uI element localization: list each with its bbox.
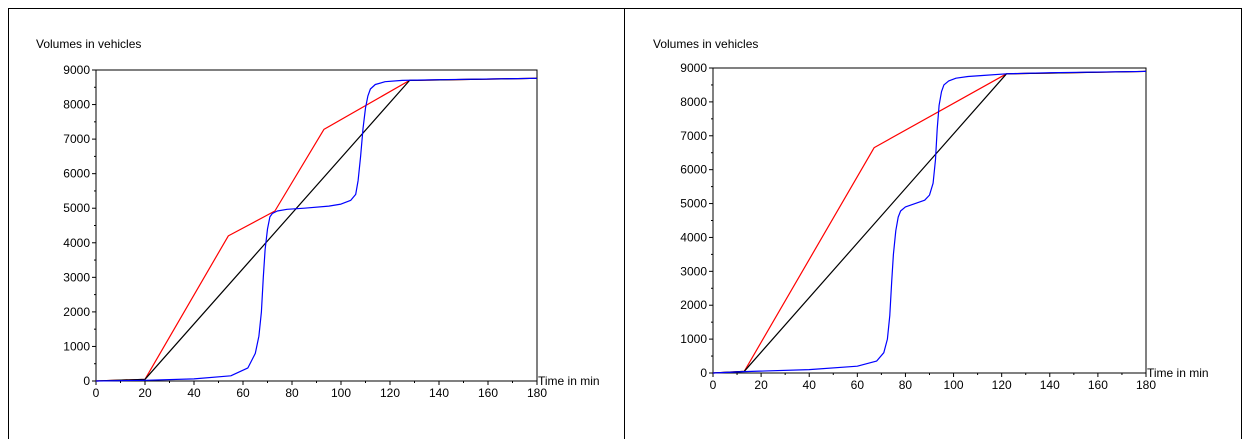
chart-1-xtick-label: 40 <box>187 386 201 400</box>
chart-1-ytick-label: 4000 <box>63 236 90 250</box>
chart-1-red-series-line <box>95 77 538 382</box>
chart-1-plot-frame <box>95 69 538 382</box>
chart-1-ytick-label: 7000 <box>63 132 90 146</box>
chart-1-xtick-label: 60 <box>236 386 250 400</box>
chart-2-ytick-label: 8000 <box>680 95 707 109</box>
chart-1-black-series-line <box>95 77 538 382</box>
chart-2-xtick-label: 80 <box>899 378 913 392</box>
chart-1-ytick-label: 2000 <box>63 305 90 319</box>
chart-2-ytick-label: 3000 <box>680 264 707 278</box>
chart-2-xtick-label: 20 <box>754 378 768 392</box>
chart-2-ytick-label: 1000 <box>680 332 707 346</box>
chart-1-xtick-label: 120 <box>380 386 400 400</box>
chart-2-xtick-label: 0 <box>710 378 717 392</box>
chart-2-xtick-label: 160 <box>1088 378 1108 392</box>
chart-2-xtick-label: 60 <box>851 378 865 392</box>
chart-1-ytick-label: 3000 <box>63 270 90 284</box>
chart-2-ytick-label: 4000 <box>680 230 707 244</box>
chart-1-xtick-label: 0 <box>93 386 100 400</box>
chart-2-ytick-label: 0 <box>700 366 707 380</box>
chart-2-plot-frame <box>712 67 1147 374</box>
chart-1-blue-series-line <box>95 77 538 382</box>
chart-1-ytick-label: 6000 <box>63 167 90 181</box>
chart-2-ytick-label: 2000 <box>680 298 707 312</box>
chart-2-ytick-label: 7000 <box>680 129 707 143</box>
chart-2-xtick-label: 120 <box>992 378 1012 392</box>
chart-1-xtick-label: 140 <box>429 386 449 400</box>
chart-2-xlabel: Time in min <box>1147 366 1209 380</box>
chart-2-xtick-label: 100 <box>944 378 964 392</box>
chart-1-ytick-label: 8000 <box>63 98 90 112</box>
chart-1-xtick-label: 100 <box>331 386 351 400</box>
chart-2-xtick-label: 140 <box>1040 378 1060 392</box>
chart-2-blue-series-line <box>712 70 1147 374</box>
figure-frame <box>8 8 1242 439</box>
chart-1-xtick-label: 80 <box>285 386 299 400</box>
chart-1-xtick-label: 180 <box>527 386 547 400</box>
chart-1-xlabel: Time in min <box>538 374 600 388</box>
chart-1-xtick-label: 160 <box>478 386 498 400</box>
chart-1-ytick-label: 5000 <box>63 201 90 215</box>
chart-1-ytick-label: 9000 <box>63 63 90 77</box>
chart-1-xtick-label: 20 <box>138 386 152 400</box>
chart-2-xtick-label: 180 <box>1136 378 1156 392</box>
chart-2-xtick-label: 40 <box>803 378 817 392</box>
chart-1-ytick-label: 0 <box>83 374 90 388</box>
panel-divider <box>624 8 625 439</box>
chart-1-ytick-label: 1000 <box>63 339 90 353</box>
chart-2-ytick-label: 5000 <box>680 197 707 211</box>
chart-2-ytick-label: 6000 <box>680 163 707 177</box>
chart-2-ytick-label: 9000 <box>680 61 707 75</box>
chart-2-ylabel: Volumes in vehicles <box>653 37 758 51</box>
chart-1-ylabel: Volumes in vehicles <box>36 37 141 51</box>
chart-2-red-series-line <box>712 70 1147 374</box>
